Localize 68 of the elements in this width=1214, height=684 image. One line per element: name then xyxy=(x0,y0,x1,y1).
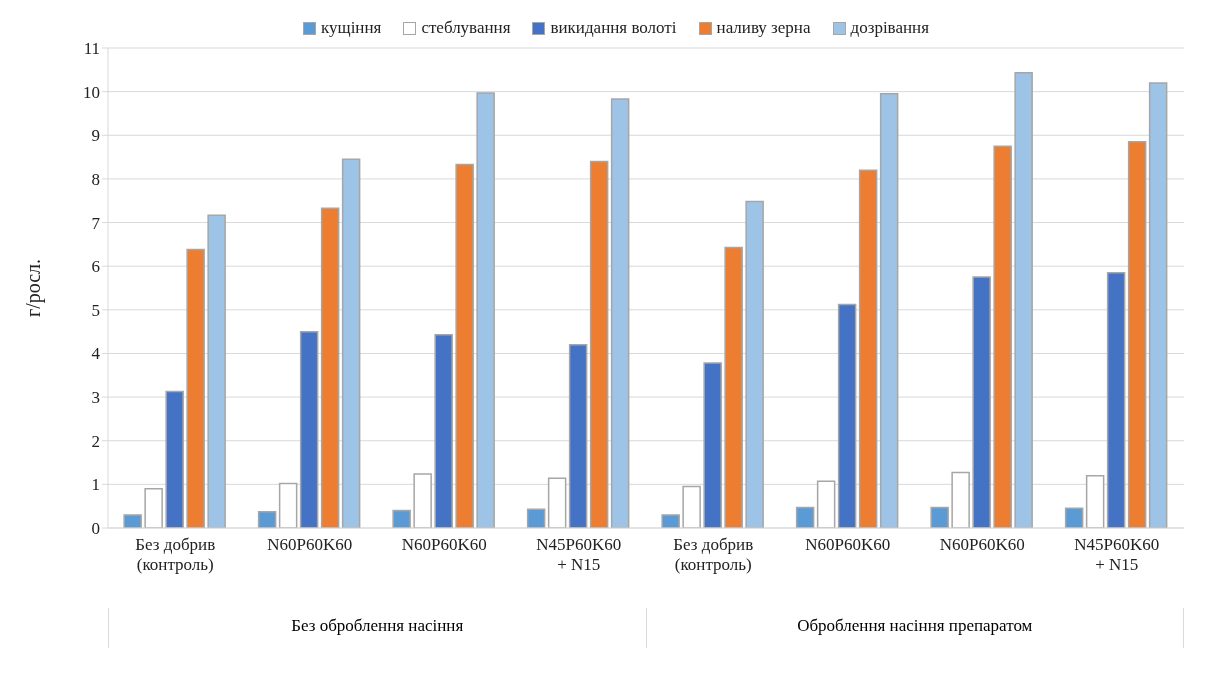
bar xyxy=(207,214,226,528)
bar xyxy=(879,93,899,528)
x-tick-label: Без добрив (контроль) xyxy=(135,535,216,574)
bar xyxy=(858,169,878,528)
bar xyxy=(795,506,815,528)
bar xyxy=(1106,271,1126,528)
y-tick-label: 10 xyxy=(83,82,100,102)
x-tick-label: N60P60K60 xyxy=(939,535,1025,554)
legend-label: стеблування xyxy=(420,18,511,38)
bar xyxy=(278,482,298,528)
bar xyxy=(1127,141,1147,528)
y-tick-label: 0 xyxy=(91,519,100,539)
bar xyxy=(299,330,319,528)
bar xyxy=(1064,507,1084,528)
x-tick-label: N45P60K60 + N15 xyxy=(1074,535,1160,574)
bar xyxy=(392,509,411,528)
x-tick-label: Без добрив (контроль) xyxy=(673,535,754,574)
text: Без оброблення насіння xyxy=(108,608,646,648)
x-tick-label: N60P60K60 xyxy=(267,535,353,554)
y-tick-label: 5 xyxy=(91,300,100,320)
bar xyxy=(123,514,142,528)
y-tick-label: 8 xyxy=(91,169,100,189)
y-tick-label: 9 xyxy=(91,126,100,146)
bar xyxy=(951,471,970,528)
bar xyxy=(661,514,680,528)
bar xyxy=(434,333,453,528)
bar xyxy=(186,248,205,528)
bar xyxy=(257,511,277,528)
bar xyxy=(745,200,764,528)
legend-label: дозрівання xyxy=(849,18,929,38)
bar xyxy=(320,207,340,528)
bar xyxy=(568,343,588,528)
legend-label: кущіння xyxy=(320,18,382,38)
y-axis-title: г/росл. xyxy=(22,258,46,318)
bar xyxy=(547,477,567,528)
x-tick-label: N45P60K60 + N15 xyxy=(536,535,622,574)
y-tick-label: 6 xyxy=(91,257,100,277)
x-tick-label: N60P60K60 xyxy=(805,535,891,554)
y-tick-label: 2 xyxy=(91,431,100,451)
bar xyxy=(837,303,857,528)
bar xyxy=(682,485,701,528)
y-tick-label: 3 xyxy=(91,388,100,408)
bar xyxy=(993,145,1012,528)
x-tick-label: N60P60K60 xyxy=(401,535,487,554)
bar xyxy=(930,506,949,528)
y-tick-label: 11 xyxy=(83,39,100,59)
legend-label: викидання волоті xyxy=(549,18,677,38)
bar xyxy=(341,158,361,528)
bar xyxy=(476,92,495,528)
bar xyxy=(413,473,432,528)
bar xyxy=(1148,82,1168,528)
bar xyxy=(610,98,630,528)
bar xyxy=(165,390,184,528)
legend-label: наливу зерна xyxy=(715,18,811,38)
bar xyxy=(724,246,743,528)
bar xyxy=(816,480,836,528)
bar xyxy=(1085,474,1105,528)
bar xyxy=(972,276,991,528)
bar xyxy=(703,362,722,528)
y-tick-label: 1 xyxy=(91,475,100,495)
y-tick-label: 7 xyxy=(91,213,101,233)
bar xyxy=(144,487,163,528)
bar xyxy=(526,508,546,528)
y-tick-label: 4 xyxy=(91,344,101,364)
bar xyxy=(1014,72,1033,528)
bar xyxy=(589,160,609,528)
text: Оброблення насіння препаратом xyxy=(645,608,1184,648)
bar xyxy=(455,163,474,528)
